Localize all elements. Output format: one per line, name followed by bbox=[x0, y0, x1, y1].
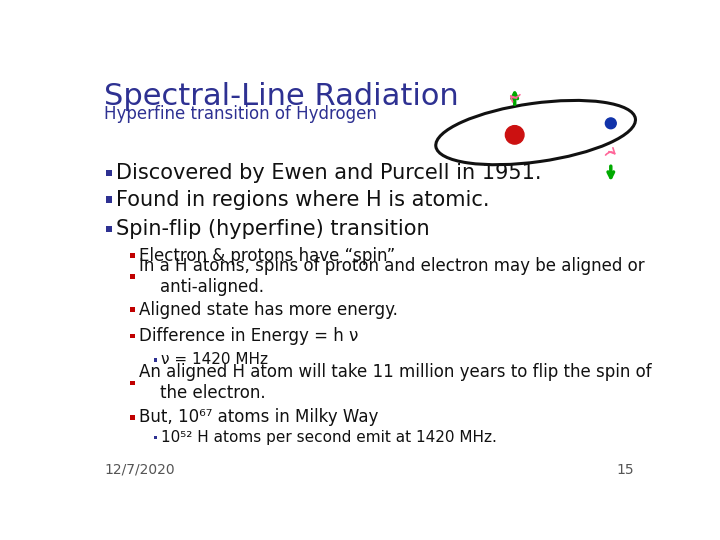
Text: But, 10⁶⁷ atoms in Milky Way: But, 10⁶⁷ atoms in Milky Way bbox=[139, 408, 378, 427]
Circle shape bbox=[505, 126, 524, 144]
FancyBboxPatch shape bbox=[153, 436, 158, 440]
FancyBboxPatch shape bbox=[130, 253, 135, 258]
Text: In a H atoms, spins of proton and electron may be aligned or
    anti-aligned.: In a H atoms, spins of proton and electr… bbox=[139, 257, 644, 296]
Text: Found in regions where H is atomic.: Found in regions where H is atomic. bbox=[117, 190, 490, 210]
Text: Spin-flip (hyperfine) transition: Spin-flip (hyperfine) transition bbox=[117, 219, 430, 239]
Text: Discovered by Ewen and Purcell in 1951.: Discovered by Ewen and Purcell in 1951. bbox=[117, 163, 542, 183]
Text: ν = 1420 MHz: ν = 1420 MHz bbox=[161, 352, 269, 367]
FancyBboxPatch shape bbox=[130, 381, 135, 385]
FancyBboxPatch shape bbox=[130, 415, 135, 420]
FancyBboxPatch shape bbox=[130, 274, 135, 279]
Text: An aligned H atom will take 11 million years to flip the spin of
    the electro: An aligned H atom will take 11 million y… bbox=[139, 363, 652, 402]
FancyBboxPatch shape bbox=[130, 307, 135, 312]
FancyBboxPatch shape bbox=[106, 197, 112, 202]
Text: 15: 15 bbox=[616, 463, 634, 477]
Text: Difference in Energy = h ν: Difference in Energy = h ν bbox=[139, 327, 359, 345]
FancyBboxPatch shape bbox=[106, 170, 112, 176]
Circle shape bbox=[606, 118, 616, 129]
Text: Spectral-Line Radiation: Spectral-Line Radiation bbox=[104, 82, 459, 111]
Text: Electron & protons have “spin”: Electron & protons have “spin” bbox=[139, 247, 395, 265]
FancyBboxPatch shape bbox=[106, 226, 112, 232]
Text: 12/7/2020: 12/7/2020 bbox=[104, 463, 174, 477]
Text: 10⁵² H atoms per second emit at 1420 MHz.: 10⁵² H atoms per second emit at 1420 MHz… bbox=[161, 430, 498, 445]
FancyBboxPatch shape bbox=[153, 358, 158, 362]
Text: Hyperfine transition of Hydrogen: Hyperfine transition of Hydrogen bbox=[104, 105, 377, 123]
Text: Aligned state has more energy.: Aligned state has more energy. bbox=[139, 301, 397, 319]
FancyBboxPatch shape bbox=[130, 334, 135, 338]
